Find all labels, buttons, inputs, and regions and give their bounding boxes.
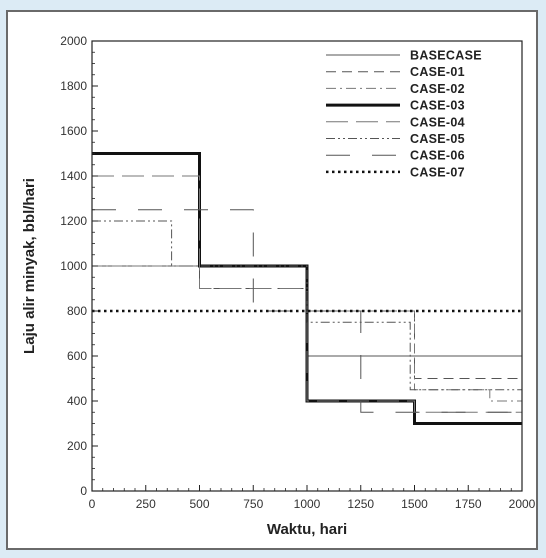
x-tick-label-1: 250 xyxy=(136,497,156,511)
y-tick-label-4: 800 xyxy=(67,304,87,318)
x-tick-label-5: 1250 xyxy=(347,497,374,511)
legend-label-case-02: CASE-02 xyxy=(410,82,465,96)
oil-rate-chart: 0 250 500 750 1000 1250 1500 1750 2000 0 200 400 600… xyxy=(21,34,536,538)
legend-label-case-07: CASE-07 xyxy=(410,165,465,179)
y-tick-label-3: 600 xyxy=(67,349,87,363)
y-tick-label-7: 1400 xyxy=(60,169,87,183)
x-tick-label-2: 500 xyxy=(189,497,209,511)
series-line-case-05 xyxy=(92,220,522,391)
y-tick-label-10: 2000 xyxy=(60,34,87,48)
legend-label-case-04: CASE-04 xyxy=(410,115,465,129)
y-tick-label-6: 1200 xyxy=(60,214,87,228)
x-tick-label-7: 1750 xyxy=(455,497,482,511)
legend-label-basecase: BASECASE xyxy=(410,49,482,63)
x-tick-label-8: 2000 xyxy=(509,497,536,511)
y-tick-label-2: 400 xyxy=(67,394,87,408)
legend-label-case-03: CASE-03 xyxy=(410,99,465,113)
legend: BASECASE CASE-01 CASE-02 CASE-03 CASE-04 CASE… xyxy=(326,49,482,179)
y-tick-label-0: 0 xyxy=(80,484,87,498)
series-layer xyxy=(92,152,522,425)
x-tick-label-4: 1000 xyxy=(294,497,321,511)
y-tick-label-1: 200 xyxy=(67,439,87,453)
legend-label-case-01: CASE-01 xyxy=(410,65,465,79)
chart-frame: 0 250 500 750 1000 1250 1500 1750 2000 0 200 400 600… xyxy=(6,10,538,550)
series-line-case-04 xyxy=(92,175,522,413)
legend-label-case-06: CASE-06 xyxy=(410,149,465,163)
legend-label-case-05: CASE-05 xyxy=(410,132,465,146)
x-tick-label-6: 1500 xyxy=(401,497,428,511)
y-tick-label-5: 1000 xyxy=(60,259,87,273)
y-axis-title: Laju alir minyak, bbl/hari xyxy=(21,178,38,354)
ticks-layer: 0 250 500 750 1000 1250 1500 1750 2000 0 200 400 600… xyxy=(60,34,535,511)
y-tick-label-9: 1800 xyxy=(60,79,87,93)
x-axis-title: Waktu, hari xyxy=(267,521,347,538)
y-tick-label-8: 1600 xyxy=(60,124,87,138)
x-tick-label-0: 0 xyxy=(89,497,96,511)
x-tick-label-3: 750 xyxy=(243,497,263,511)
